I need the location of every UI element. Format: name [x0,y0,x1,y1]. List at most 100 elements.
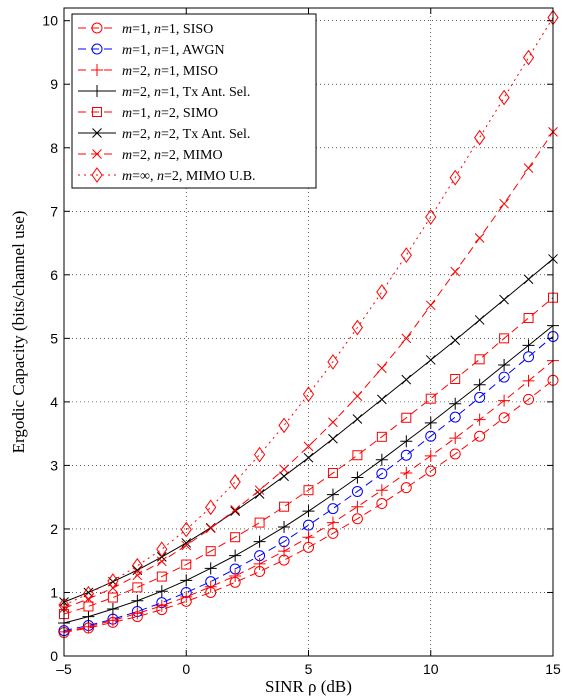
data-point [376,363,387,374]
legend-label: m=2, n=1, MISO [122,64,218,79]
data-point [376,394,387,405]
data-point [376,468,388,480]
data-point [450,335,461,346]
y-tick-label: 10 [42,13,58,29]
data-point [449,397,462,410]
data-point [254,489,265,499]
data-point [523,313,534,324]
data-point [522,49,535,66]
data-point [522,374,535,387]
y-tick-label: 9 [50,76,58,92]
data-point [181,559,192,570]
data-point [375,484,388,497]
data-point [376,498,388,510]
legend-var-m: m [122,127,132,142]
data-point [254,485,265,496]
data-point [83,601,94,612]
data-point [401,333,412,344]
data-point [229,474,241,490]
data-point [326,516,339,529]
data-point [106,602,119,615]
series-line [63,379,554,633]
legend-marker [92,128,102,138]
data-point [205,499,217,516]
legend-var-n: n [154,106,161,121]
data-point [449,448,461,460]
data-point [156,556,167,567]
y-tick-label: 7 [50,203,58,219]
series-line [63,17,554,606]
legend-m-value: =∞, [132,169,157,184]
data-point [279,501,290,512]
legend-marker [91,167,103,183]
legend-rest: =1, MISO [161,64,218,79]
data-point [425,393,436,404]
data-point [278,417,290,434]
legend-m-value: =2, [132,127,154,142]
legend-marker [91,43,103,55]
series-8 [58,9,559,614]
data-point [523,163,534,173]
x-tick-label: 15 [545,661,561,677]
x-tick-label: –5 [56,661,72,677]
data-point [326,488,339,501]
x-tick-label: 5 [305,661,313,677]
data-point [450,374,461,385]
data-point [473,378,486,391]
series-4 [58,319,559,629]
data-point [327,353,339,370]
data-point [204,580,217,593]
data-point [425,209,437,225]
data-point [401,374,412,385]
legend-label: m=2, n=2, MIMO [122,148,223,163]
series-6 [59,254,558,607]
legend-m-value: =1, [132,106,154,121]
data-point [522,339,535,352]
data-point [498,359,511,372]
legend-rest: =1, AWGN [161,43,225,58]
legend-var-n: n [154,43,161,58]
legend-marker [91,22,103,34]
data-point [106,614,119,627]
legend-rest: =2, MIMO U.B. [164,169,256,184]
legend-marker [91,85,103,97]
data-point [327,468,338,479]
y-tick-label: 6 [50,267,58,283]
legend-item: m=∞, n=2, MIMO U.B. [78,167,256,184]
data-point [180,521,192,538]
data-point [424,416,437,429]
data-point [180,590,193,603]
data-point [205,523,216,534]
legend-var-n: n [154,85,161,100]
data-point [230,505,241,515]
data-point [352,391,363,402]
data-point [253,446,266,463]
data-point [204,562,217,575]
data-point [474,315,485,325]
y-tick-label: 8 [50,140,58,156]
legend-item: m=2, n=2, MIMO [78,148,223,163]
legend-var-m: m [122,85,132,100]
data-point [328,417,338,428]
data-point [107,592,118,603]
data-point [131,557,143,574]
data-point [400,435,413,448]
data-point [132,570,143,581]
data-point [351,513,363,525]
data-point [254,517,265,528]
data-point [155,599,168,612]
data-point [327,503,339,515]
series-line [63,336,554,632]
data-point [400,482,412,494]
legend-var-n: n [154,127,161,142]
legend-box [71,13,317,189]
data-point [156,541,168,558]
legend-label: m=1, n=1, SISO [122,22,213,37]
data-point [474,391,486,403]
data-point [400,449,412,461]
legend-var-n: n [154,148,161,163]
data-point [425,465,437,477]
